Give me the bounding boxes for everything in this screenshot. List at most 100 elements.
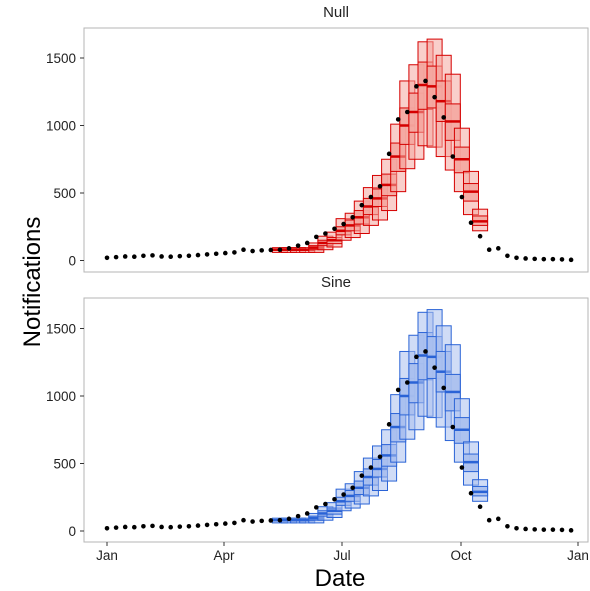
observed-point	[350, 215, 356, 220]
observed-point	[450, 154, 456, 159]
observed-point	[277, 517, 283, 523]
observed-point	[395, 387, 401, 393]
observed-point	[496, 246, 501, 251]
observed-point	[159, 254, 164, 259]
observed-point	[314, 505, 319, 510]
observed-point	[550, 256, 556, 262]
observed-point	[286, 246, 292, 251]
panel-border	[83, 297, 589, 543]
observed-point	[332, 496, 337, 502]
observed-point	[122, 254, 128, 259]
observed-point	[314, 234, 319, 240]
observed-point	[223, 521, 228, 526]
forecast-box	[472, 479, 489, 502]
observed-point	[341, 221, 346, 227]
observed-point	[377, 454, 383, 460]
observed-point	[459, 194, 465, 200]
observed-point	[295, 513, 301, 519]
observed-point	[468, 490, 474, 496]
observed-point	[113, 254, 119, 260]
panel-null: Null 0 500 1000 1500	[46, 4, 589, 273]
observed-point	[113, 525, 119, 530]
observed-point	[541, 256, 547, 262]
forecast-box	[463, 170, 479, 216]
observed-point	[323, 231, 328, 236]
observed-point	[141, 253, 146, 259]
panel-strip-label: Null	[323, 4, 349, 21]
observed-point	[304, 240, 310, 246]
observed-point	[514, 526, 519, 531]
y-tick-label: 0	[68, 254, 76, 269]
observed-point	[368, 194, 374, 200]
observed-point	[241, 517, 246, 523]
observed-point	[405, 109, 410, 115]
observed-point	[432, 94, 437, 100]
x-tick-label: Oct	[450, 548, 471, 563]
observed-point	[395, 117, 401, 122]
observed-point	[168, 524, 173, 530]
observed-point	[268, 247, 274, 253]
observed-point	[505, 253, 510, 259]
observed-point	[186, 253, 192, 259]
x-tick-label: Jan	[96, 548, 118, 563]
observed-point	[259, 518, 265, 524]
observed-point	[559, 527, 565, 533]
observed-point	[204, 522, 210, 528]
observed-point	[104, 526, 110, 531]
observed-point	[532, 527, 537, 532]
observed-point	[150, 523, 155, 529]
observed-point	[195, 252, 201, 258]
observed-point	[405, 380, 410, 385]
observed-point	[441, 115, 447, 120]
observed-point	[486, 247, 492, 252]
observed-point	[213, 521, 219, 527]
observed-point	[459, 465, 465, 470]
observed-point	[386, 422, 392, 427]
observed-point	[423, 78, 428, 84]
observed-point	[532, 256, 537, 262]
y-tick-label: 1000	[46, 389, 76, 404]
observed-point	[550, 527, 556, 532]
observed-point	[523, 526, 528, 532]
y-tick-label: 500	[53, 457, 76, 472]
panel-strip-label: Sine	[321, 274, 351, 291]
observed-point	[359, 473, 365, 478]
observed-point	[496, 516, 501, 522]
observed-point	[377, 183, 383, 189]
observed-point	[132, 524, 137, 530]
observed-point	[177, 253, 183, 259]
y-tick-label: 500	[53, 186, 76, 201]
observed-point	[477, 233, 483, 239]
observed-point	[223, 250, 228, 256]
observed-point	[195, 523, 201, 528]
observed-point	[568, 528, 574, 533]
x-tick-label: Jan	[567, 548, 589, 563]
y-axis-title: Notifications	[19, 217, 46, 348]
observed-point	[350, 485, 356, 491]
x-tick-label: Apr	[213, 548, 235, 563]
observed-point	[423, 349, 428, 354]
observed-point	[204, 252, 210, 257]
observed-point	[304, 511, 310, 516]
observed-point	[514, 255, 519, 261]
observed-point	[268, 518, 274, 523]
observed-point	[477, 504, 483, 510]
observed-point	[159, 524, 164, 530]
observed-point	[505, 523, 510, 529]
observed-point	[232, 250, 237, 255]
observed-point	[486, 517, 492, 523]
observed-point	[368, 465, 374, 470]
x-tick-label: Jul	[333, 548, 350, 563]
observed-point	[359, 202, 365, 208]
observed-point	[132, 254, 137, 260]
observed-point	[241, 247, 246, 252]
observed-point	[277, 247, 283, 252]
observed-point	[450, 424, 456, 430]
observed-point	[341, 492, 346, 497]
observed-point	[168, 254, 173, 260]
y-tick-label: 1500	[46, 51, 76, 66]
observed-point	[104, 255, 110, 261]
observed-point	[250, 519, 255, 524]
